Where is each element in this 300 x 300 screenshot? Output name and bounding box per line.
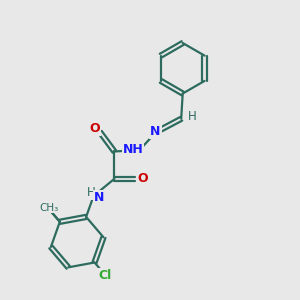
Text: N: N	[94, 191, 104, 204]
Text: O: O	[89, 122, 100, 135]
Text: H: H	[188, 110, 197, 123]
Text: H: H	[87, 186, 96, 199]
Text: CH₃: CH₃	[39, 202, 58, 212]
Text: O: O	[137, 172, 148, 185]
Text: NH: NH	[123, 143, 143, 156]
Text: Cl: Cl	[98, 268, 111, 281]
Text: N: N	[150, 125, 161, 138]
